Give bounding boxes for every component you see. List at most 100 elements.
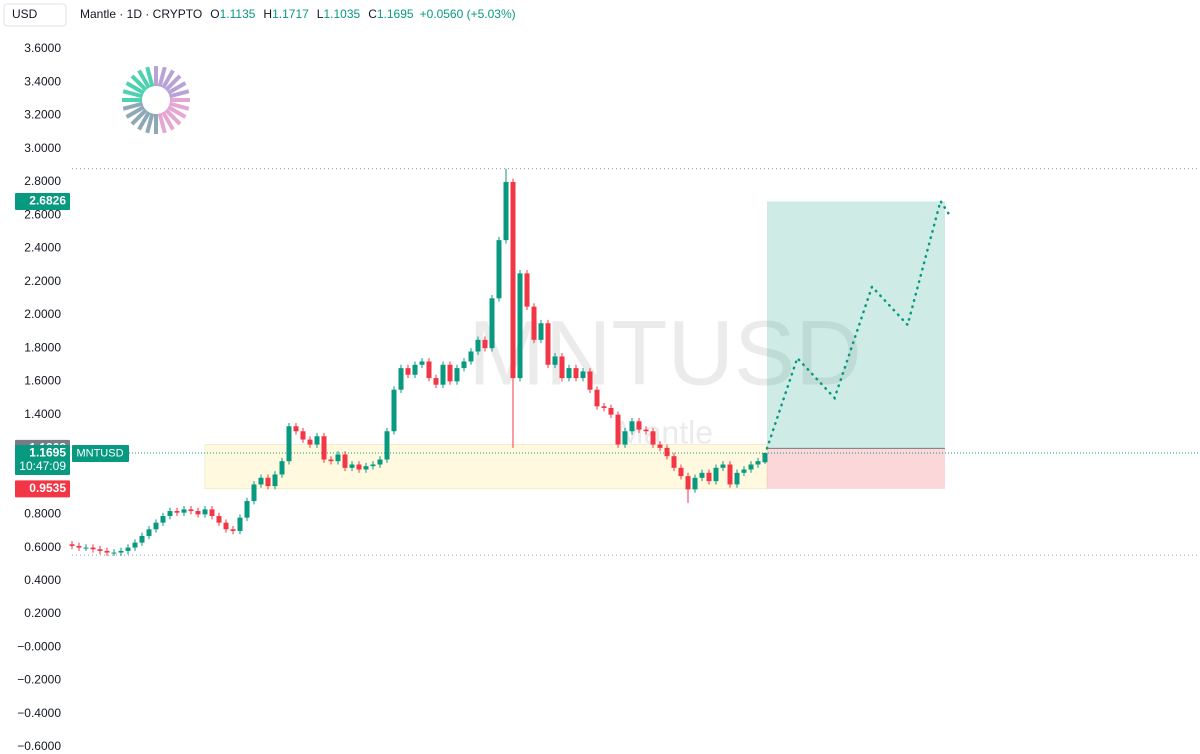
y-tick-label: −0.0000 [17,639,61,653]
projection-path [765,198,950,450]
logo-petal [169,101,190,111]
change: +0.0560 (+5.03%) [420,7,516,21]
candle-body [580,371,586,379]
candle-body [601,406,607,408]
price-label-box [15,192,70,210]
candle-body [209,509,215,517]
y-tick-label: −0.4000 [17,706,61,720]
logo-petal [169,89,190,99]
candle-body [629,421,635,432]
candle-body [321,436,327,460]
candle-body [370,464,376,467]
logo-petal [137,69,151,89]
candle-body [237,517,243,531]
candle-body [398,368,404,390]
candle-body [111,552,117,554]
y-tick-label: 3.2000 [24,108,61,122]
price-label: 2.6826 [29,194,66,208]
logo [122,66,190,134]
y-tick-label: 1.8000 [24,340,61,354]
candle-body [762,452,768,463]
candle-body [391,389,397,432]
candle-body [174,511,180,513]
candle-body [503,181,509,241]
countdown: 10:47:09 [19,459,66,473]
candle-body [489,298,495,349]
price-label-box [15,480,70,498]
candle-body [615,414,621,445]
y-tick-label: 2.8000 [24,174,61,188]
candle-body [153,522,159,530]
logo-petal [130,108,148,126]
candle-body [573,368,579,379]
ohlc-value: 1.1135 [220,7,256,21]
candle-body [335,454,341,462]
candle-body [97,549,103,551]
logo-petal [164,108,182,126]
candle-body [167,511,173,517]
logo-petal [145,113,155,134]
y-tick-label: 3.0000 [24,141,61,155]
candle-body [440,364,446,385]
candle-body [538,323,544,340]
stop-box [767,448,945,489]
candle-body [496,240,502,299]
candle-body [657,444,663,448]
logo-petal [164,74,182,92]
candle-body [517,273,523,379]
candle-body [307,439,313,445]
candle-body [734,472,740,485]
candle-body [244,501,250,518]
candle-body [608,407,614,415]
symbol-title: Mantle · 1D · CRYPTO [80,7,202,21]
y-tick-label: 0.4000 [24,573,61,587]
candle-body [342,454,348,468]
candle-body [713,467,719,482]
candle-body [706,472,712,482]
ohlc-value: 1.1035 [323,7,360,21]
ohlc-key: C [368,7,377,21]
ohlc-value: 1.1717 [272,7,309,21]
ohlc-key: L [317,7,324,21]
candle-body [188,509,194,512]
currency: USD [12,7,38,21]
y-tick-label: −0.2000 [17,673,61,687]
candle-body [587,371,593,390]
logo-petal [161,111,175,131]
logo-petal [161,69,175,89]
candle-body [279,461,285,475]
logo-petal [167,81,187,95]
candle-body [251,484,257,502]
logo-petal [145,66,155,87]
candle-body [720,464,726,468]
ohlc-key: O [210,7,219,21]
candle-body [104,550,110,553]
candle-body [461,361,467,369]
logo-petal [137,111,151,131]
symbol-tag-box [72,444,129,462]
y-tick-label: 3.4000 [24,74,61,88]
y-tick-label: 1.4000 [24,407,61,421]
candle-body [531,306,537,340]
price-label: 0.9535 [29,481,66,495]
candle-body [90,547,96,550]
candle-body [545,323,551,365]
candle-body [356,464,362,470]
logo-petal [157,113,167,134]
price-label-box [15,444,70,475]
legend: Mantle · 1D · CRYPTO O1.1135 H1.1717 L1.103… [80,7,516,21]
candle-body [300,431,306,440]
candle-body [118,550,124,553]
candle-body [384,431,390,460]
candle-body [671,456,677,468]
logo-petal [167,105,187,119]
candle-body [692,477,698,490]
candle-body [412,364,418,375]
y-tick-label: 3.6000 [24,41,61,55]
candle-body [286,426,292,462]
candle-body [559,356,565,379]
logo-petal [125,105,145,119]
candle-body [454,368,460,382]
